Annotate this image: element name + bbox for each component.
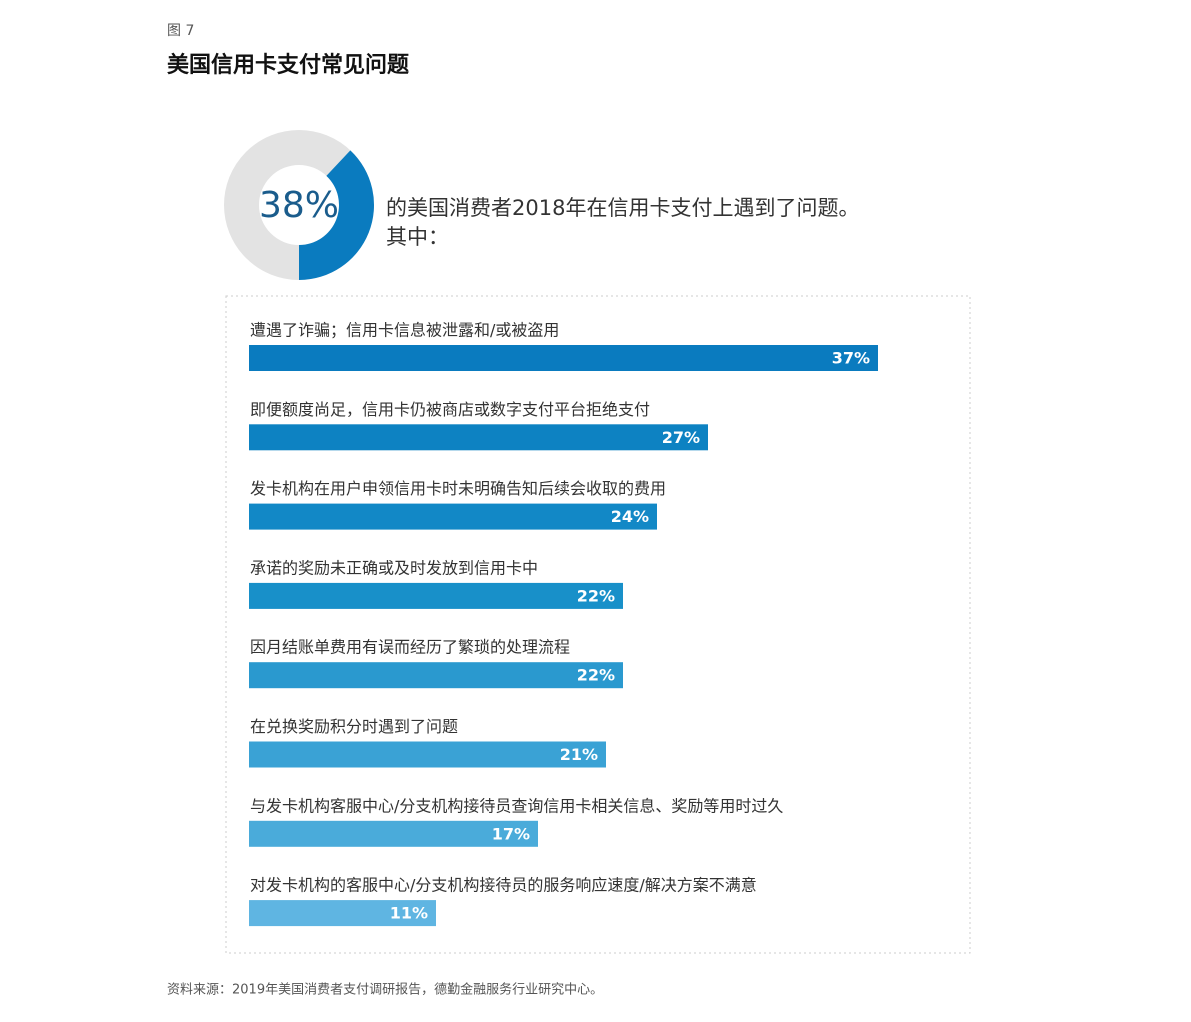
donut-annotation: 其中：	[386, 225, 449, 249]
figure-label: 图 7	[167, 23, 194, 39]
chart-title: 美国信用卡支付常见问题	[167, 52, 410, 78]
category-label: 对发卡机构的客服中心/分支机构接待员的服务响应速度/解决方案不满意	[250, 876, 757, 895]
bar	[249, 345, 878, 371]
category-label: 与发卡机构客服中心/分支机构接待员查询信用卡相关信息、奖励等用时过久	[250, 796, 783, 815]
value-label: 22%	[577, 666, 615, 685]
category-label: 遭遇了诈骗；信用卡信息被泄露和/或被盗用	[250, 321, 559, 340]
panel-border	[225, 295, 971, 954]
value-label: 27%	[662, 428, 700, 447]
category-label: 承诺的奖励未正确或及时发放到信用卡中	[250, 558, 538, 577]
value-label: 21%	[560, 745, 598, 764]
bar	[249, 900, 436, 927]
bar	[249, 820, 538, 847]
donut-annotation: 的美国消费者2018年在信用卡支付上遇到了问题。	[386, 196, 859, 220]
bar	[249, 582, 623, 609]
category-label: 在兑换奖励积分时遇到了问题	[250, 717, 458, 736]
value-label: 24%	[611, 507, 649, 526]
bar	[249, 741, 606, 768]
value-label: 22%	[577, 586, 615, 605]
donut-slice	[299, 150, 375, 280]
bar	[249, 662, 623, 689]
category-label: 发卡机构在用户申领信用卡时未明确告知后续会收取的费用	[250, 479, 666, 498]
value-label: 37%	[832, 349, 870, 368]
source-note: 资料来源：2019年美国消费者支付调研报告，德勤金融服务行业研究中心。	[167, 982, 603, 998]
category-label: 因月结账单费用有误而经历了繁琐的处理流程	[250, 638, 570, 657]
donut-label: 38%	[259, 185, 339, 226]
bar	[249, 424, 708, 451]
category-label: 即便额度尚足，信用卡仍被商店或数字支付平台拒绝支付	[250, 400, 650, 419]
bar	[249, 503, 657, 530]
value-label: 11%	[390, 904, 428, 923]
value-label: 17%	[492, 824, 530, 843]
